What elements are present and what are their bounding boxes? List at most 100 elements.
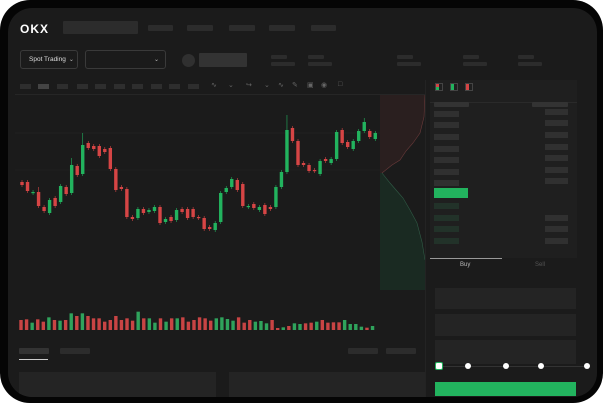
volume-bar xyxy=(164,321,168,330)
orderbook-both-icon[interactable] xyxy=(435,83,443,91)
buy-button[interactable] xyxy=(435,382,576,396)
current-price[interactable] xyxy=(434,188,468,198)
divider xyxy=(430,102,577,103)
interval-button[interactable] xyxy=(169,84,180,89)
total-input[interactable] xyxy=(435,340,576,364)
tab-open-orders[interactable] xyxy=(19,348,49,354)
depth-bids-line xyxy=(381,172,426,261)
interval-button[interactable] xyxy=(188,84,199,89)
orderbook-price[interactable] xyxy=(434,226,459,232)
orderbook-price[interactable] xyxy=(434,157,459,163)
orderbook-price[interactable] xyxy=(434,203,459,209)
price-input[interactable] xyxy=(435,288,576,309)
volume-bar xyxy=(303,323,308,330)
candlestick-chart[interactable] xyxy=(15,95,380,295)
market-select[interactable]: Spot Trading ⌄ xyxy=(20,50,78,69)
candle-type-icon[interactable]: ∿ xyxy=(211,82,217,89)
filter-button[interactable] xyxy=(386,348,416,354)
volume-bar xyxy=(175,318,179,330)
volume-chart xyxy=(19,311,375,330)
volume-bar xyxy=(158,318,163,330)
nav-item[interactable] xyxy=(187,25,213,31)
interval-button[interactable] xyxy=(151,84,162,89)
volume-bar xyxy=(30,322,34,330)
slider-step-50[interactable] xyxy=(503,363,509,369)
volume-bar xyxy=(63,320,68,330)
line-icon[interactable]: ∿ xyxy=(278,82,284,89)
candle-down xyxy=(114,169,118,190)
volume-bar xyxy=(142,318,146,330)
slider-handle[interactable] xyxy=(435,362,443,370)
candle-up xyxy=(246,206,251,208)
stat-value xyxy=(271,62,295,66)
filter-button[interactable] xyxy=(348,348,378,354)
candle-down xyxy=(307,165,311,171)
chevron-down-icon[interactable]: ⌄ xyxy=(228,82,234,89)
indicator-icon[interactable]: ↪ xyxy=(246,82,252,89)
volume-bar xyxy=(119,320,124,330)
depth-asks-area xyxy=(380,95,425,173)
candle-down xyxy=(75,166,79,175)
candle-up xyxy=(213,223,217,230)
interval-button[interactable] xyxy=(132,84,143,89)
search-bar[interactable] xyxy=(63,21,138,34)
ruler-icon[interactable]: ✎ xyxy=(292,82,298,89)
volume-bar xyxy=(203,318,207,330)
pair-select[interactable]: ⌄ xyxy=(85,50,166,69)
volume-bar xyxy=(192,320,196,330)
tab-history[interactable] xyxy=(60,348,90,354)
orderbook-price[interactable] xyxy=(434,238,459,244)
orderbook-buy-icon[interactable] xyxy=(450,83,458,91)
fullscreen-icon[interactable]: □ xyxy=(338,81,343,88)
nav-item[interactable] xyxy=(269,25,295,31)
interval-button[interactable] xyxy=(114,84,125,89)
orderbook-price[interactable] xyxy=(434,122,459,128)
interval-button[interactable] xyxy=(95,84,106,89)
nav-item[interactable] xyxy=(311,25,336,31)
volume-bar xyxy=(36,319,40,330)
nav-item[interactable] xyxy=(148,25,173,31)
volume-bar xyxy=(41,321,46,330)
volume-bar xyxy=(236,317,241,330)
slider-track[interactable] xyxy=(438,366,588,367)
orderbook-price[interactable] xyxy=(434,111,459,117)
volume-bar xyxy=(86,316,90,330)
volume-bar xyxy=(24,319,29,330)
candle-up xyxy=(257,207,262,210)
orderbook-price[interactable] xyxy=(434,215,459,221)
candle-down xyxy=(64,187,68,194)
interval-button-active[interactable] xyxy=(38,84,49,89)
interval-button[interactable] xyxy=(77,84,88,89)
volume-bar xyxy=(370,326,375,330)
candle-up xyxy=(47,200,52,213)
orderbook-sell-icon[interactable] xyxy=(465,83,473,91)
candle-down xyxy=(301,163,306,165)
tab-sell[interactable]: Sell xyxy=(535,262,546,268)
amount-input[interactable] xyxy=(435,314,576,336)
okx-logo[interactable]: OKX xyxy=(20,22,50,36)
interval-button[interactable] xyxy=(57,84,68,89)
tab-buy[interactable]: Buy xyxy=(460,262,471,268)
settings-icon[interactable]: ◉ xyxy=(321,82,328,89)
slider-step-25[interactable] xyxy=(465,363,471,369)
orderbook-amount xyxy=(545,155,568,161)
orderbook-price[interactable] xyxy=(434,146,459,152)
candle-down xyxy=(169,217,173,221)
volume-bar xyxy=(91,318,96,330)
interval-button[interactable] xyxy=(20,84,31,89)
orderbook-price[interactable] xyxy=(434,180,459,186)
orderbook-price[interactable] xyxy=(434,169,459,175)
slider-step-75[interactable] xyxy=(538,363,544,369)
chevron-down-icon[interactable]: ⌄ xyxy=(264,82,270,89)
amount-column-header xyxy=(532,102,568,107)
price-column-header xyxy=(434,102,469,107)
nav-item[interactable] xyxy=(229,25,255,31)
volume-bar xyxy=(69,313,73,330)
stat-label xyxy=(463,55,479,59)
camera-icon[interactable]: ▣ xyxy=(307,82,314,89)
orderbook-price[interactable] xyxy=(434,134,459,140)
volume-bar xyxy=(287,326,291,330)
volume-bar xyxy=(130,320,135,330)
orders-panel xyxy=(19,372,216,397)
slider-step-100[interactable] xyxy=(584,363,590,369)
